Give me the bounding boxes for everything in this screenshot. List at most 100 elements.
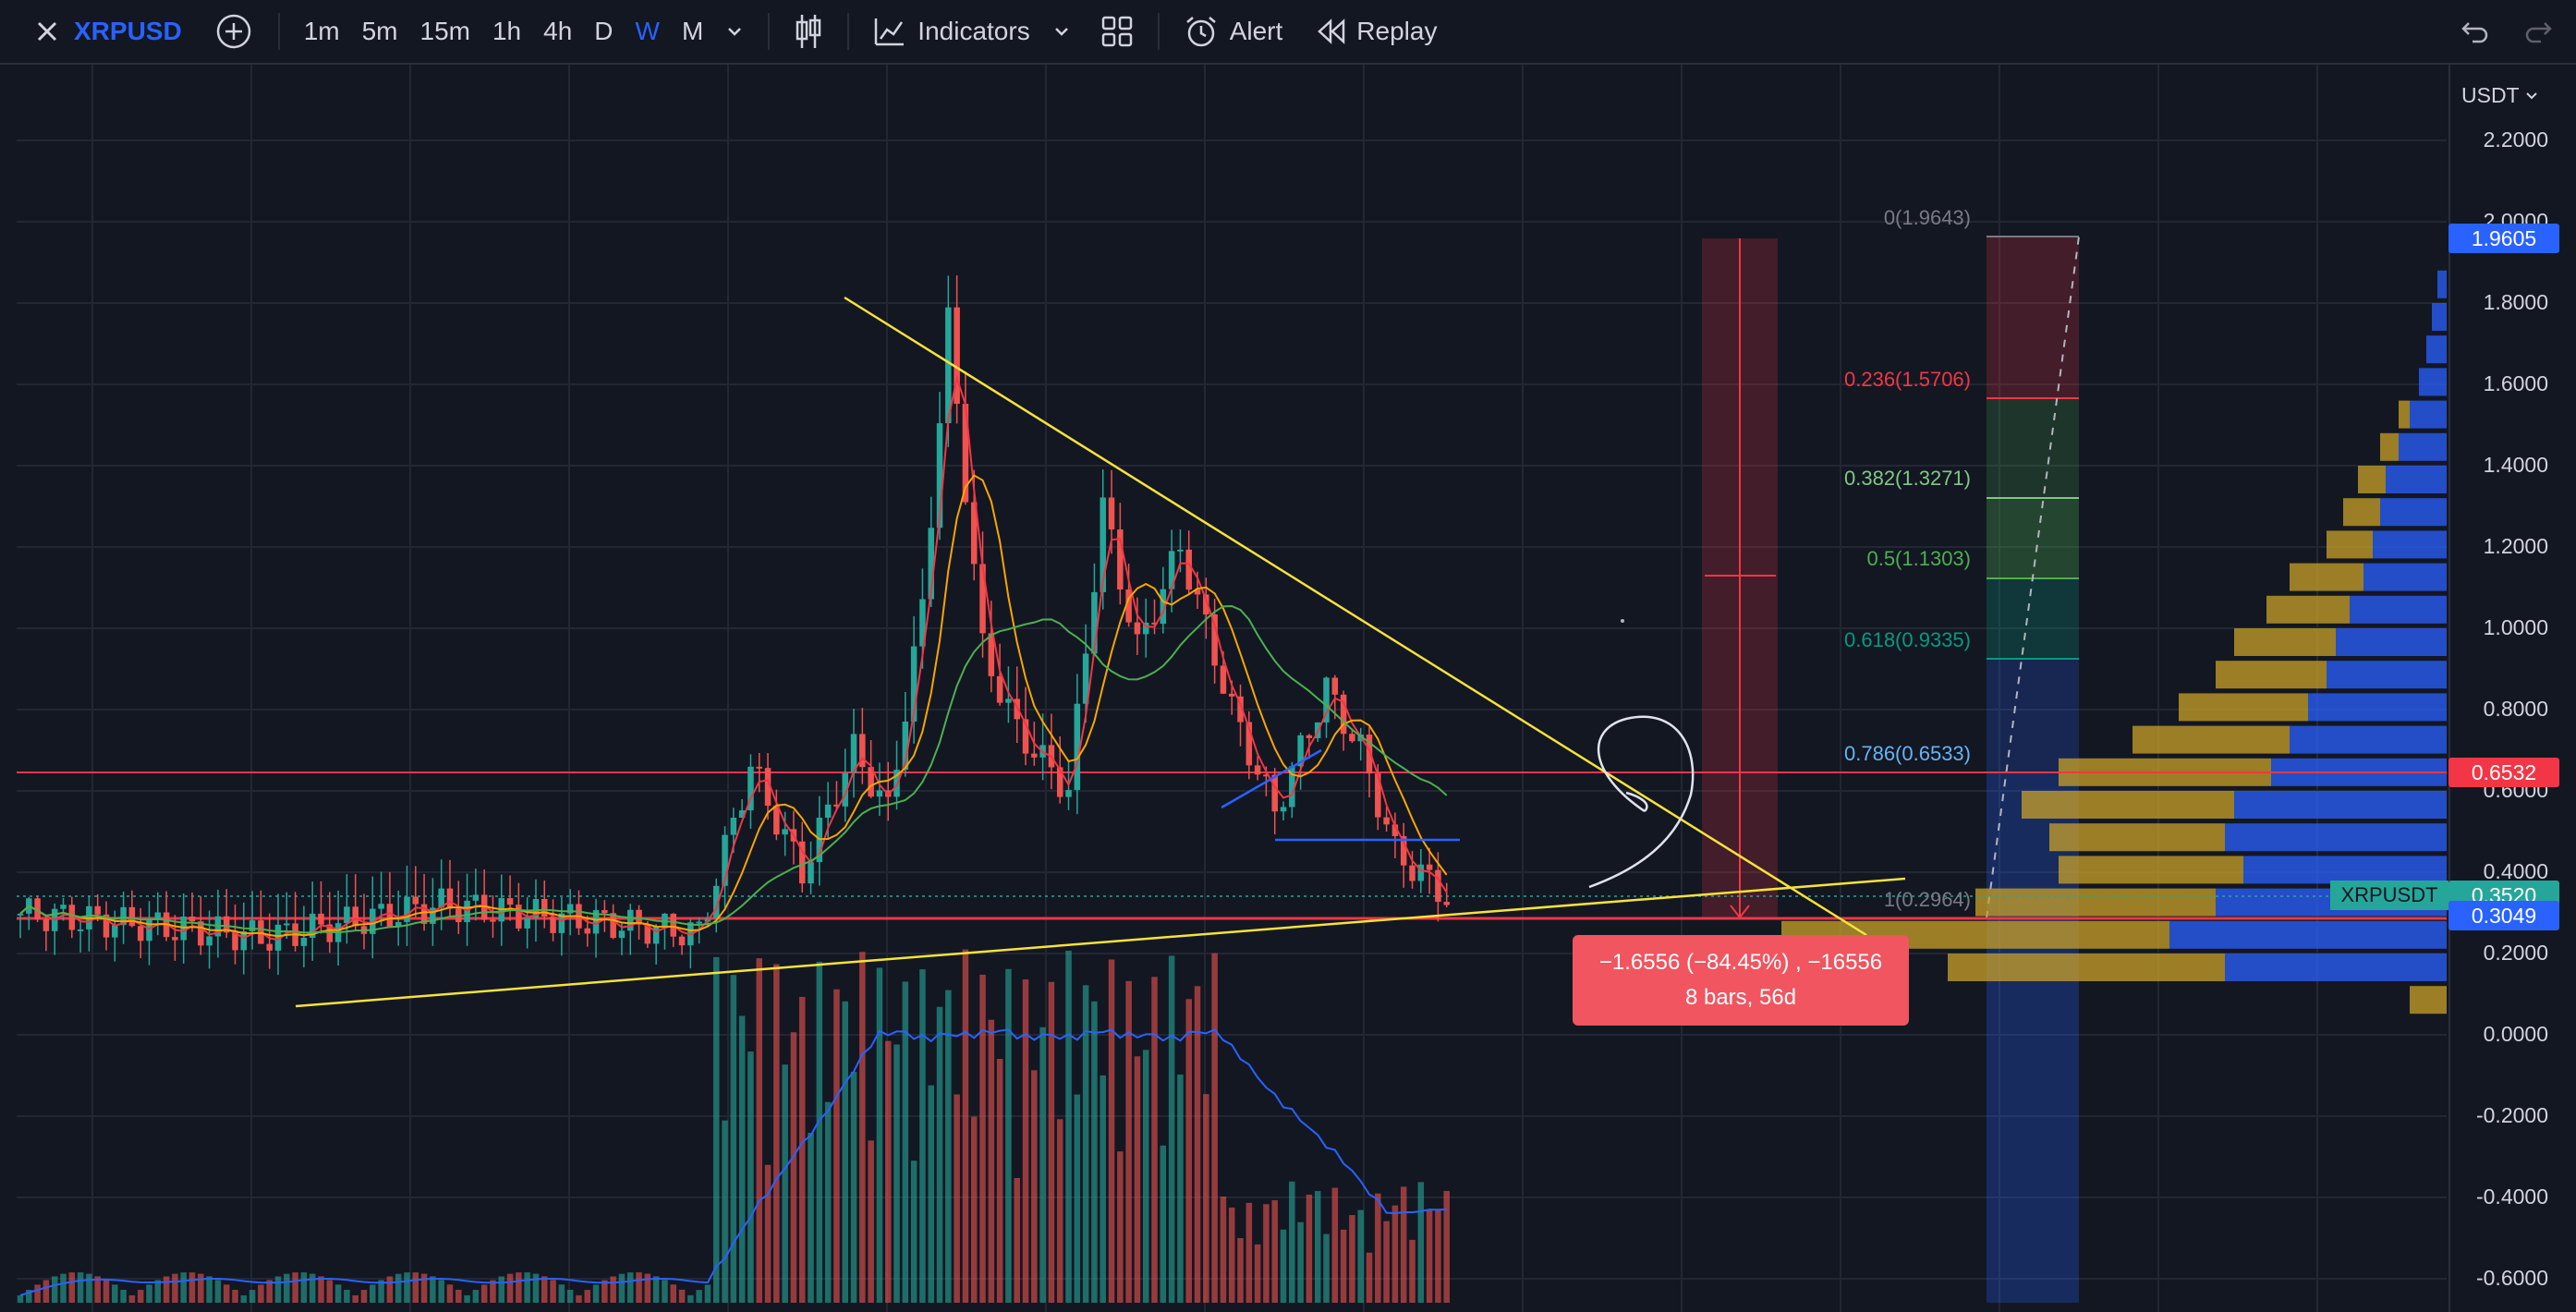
candle-body: [524, 917, 530, 929]
divider: [768, 13, 771, 50]
candle-body: [627, 909, 634, 931]
candle-body: [128, 906, 136, 927]
candle-body: [662, 913, 668, 927]
interval-1m[interactable]: 1m: [303, 17, 340, 45]
candle-body: [876, 790, 883, 797]
candle-body: [738, 810, 746, 819]
candle-body: [1443, 902, 1450, 905]
symbol-search[interactable]: XRPUSD: [59, 0, 182, 64]
volume-bar: [120, 1289, 127, 1303]
replay-button[interactable]: Replay: [1305, 0, 1448, 64]
volume-bar: [884, 1040, 892, 1303]
freehand-drawing[interactable]: [1588, 715, 1695, 889]
candle-body: [1340, 694, 1347, 735]
volume-profile-bar: [2216, 661, 2327, 689]
fib-label-05: 0.5(1.1303): [1866, 547, 1971, 570]
volume-bar: [1134, 1056, 1141, 1303]
ascending-trendline[interactable]: [295, 877, 1906, 1008]
fib-retracement[interactable]: [1986, 236, 2080, 1303]
undo-button[interactable]: [2448, 0, 2500, 64]
volume-bar: [558, 1284, 565, 1303]
blue-trendline[interactable]: [1221, 748, 1322, 809]
volume-bar: [954, 1094, 960, 1303]
fib-label-0236: 0.236(1.5706): [1844, 368, 1971, 391]
candle-body: [1220, 665, 1227, 694]
ma-fast-line: [19, 374, 1448, 941]
candle-body: [962, 404, 969, 503]
volume-bar: [962, 949, 969, 1303]
candle-body: [868, 767, 874, 797]
interval-w[interactable]: W: [635, 17, 660, 45]
symbol-name[interactable]: XRPUSD: [74, 17, 182, 45]
volume-bar: [678, 1289, 686, 1303]
volume-bar: [1323, 1233, 1330, 1303]
measure-result-box: −1.6556 (−84.45%) , −16556 8 bars, 56d: [1573, 935, 1909, 1026]
volume-bar: [103, 1280, 110, 1303]
candle-body: [386, 904, 394, 927]
interval-m[interactable]: M: [681, 17, 704, 45]
compare-button[interactable]: [182, 0, 252, 64]
volume-bar: [902, 981, 909, 1303]
volume-bar: [51, 1276, 58, 1303]
candle-body: [979, 564, 986, 634]
close-symbol-button[interactable]: [0, 0, 59, 64]
candle-body: [1211, 614, 1218, 666]
volume-bar: [309, 1273, 316, 1303]
indicators-button[interactable]: Indicators: [862, 0, 1040, 64]
interval-4h[interactable]: 4h: [543, 17, 573, 45]
volume-bar: [1117, 1151, 1124, 1303]
candle-body: [198, 921, 204, 946]
candle-body: [1375, 773, 1381, 818]
candle-body: [1082, 653, 1089, 704]
candle-body: [824, 804, 832, 818]
interval-d[interactable]: D: [594, 17, 614, 45]
interval-bar: 1m 5m 15m 1h 4h D W M: [293, 0, 756, 64]
currency-selector[interactable]: USDT: [2461, 83, 2538, 108]
volume-bar: [627, 1272, 634, 1303]
volume-ma-line: [19, 1028, 1447, 1296]
chevron-down-icon[interactable]: [714, 22, 755, 41]
volume-bar: [1022, 978, 1029, 1303]
volume-bar: [198, 1273, 204, 1303]
close-icon: [35, 19, 59, 43]
axis-tick: 1.8000: [2483, 290, 2548, 314]
volume-bar: [386, 1276, 394, 1303]
candle-body: [747, 766, 754, 811]
volume-profile-bar: [2290, 725, 2447, 754]
candle-body: [859, 734, 866, 768]
divider: [847, 13, 850, 50]
candle-body: [446, 888, 454, 909]
interval-15m[interactable]: 15m: [419, 17, 470, 45]
candle-body: [154, 912, 162, 920]
candle-body: [798, 841, 806, 884]
candle-body: [833, 804, 840, 807]
volume-profile-bar: [2432, 303, 2447, 331]
volume-bar: [249, 1290, 256, 1303]
redo-button[interactable]: [2513, 0, 2565, 64]
volume-bar: [300, 1272, 308, 1303]
volume-profile-bar: [2410, 400, 2447, 429]
candle-body: [1409, 865, 1416, 881]
interval-5m[interactable]: 5m: [361, 17, 398, 45]
chart-type-button[interactable]: [783, 0, 834, 64]
alert-button[interactable]: Alert: [1173, 0, 1294, 64]
candle-body: [808, 862, 814, 884]
volume-bar: [859, 952, 866, 1303]
descending-trendline[interactable]: [844, 296, 1867, 937]
volume-profile-bar: [1975, 888, 2216, 917]
layouts-button[interactable]: [1089, 0, 1145, 64]
volume-bar: [1185, 999, 1192, 1303]
candle-body: [412, 896, 419, 905]
volume-bar: [516, 1272, 522, 1303]
candle-body: [970, 502, 978, 565]
interval-1h[interactable]: 1h: [492, 17, 522, 45]
candle-body: [1391, 824, 1399, 836]
volume-bar: [1100, 1075, 1106, 1303]
candle-body: [764, 768, 772, 807]
volume-bar: [17, 1295, 24, 1303]
candle-body: [954, 307, 960, 405]
volume-bar: [1014, 1178, 1020, 1303]
candle-body: [722, 834, 728, 886]
indicators-dropdown[interactable]: [1041, 0, 1082, 64]
chart-pane[interactable]: [0, 65, 2576, 1312]
